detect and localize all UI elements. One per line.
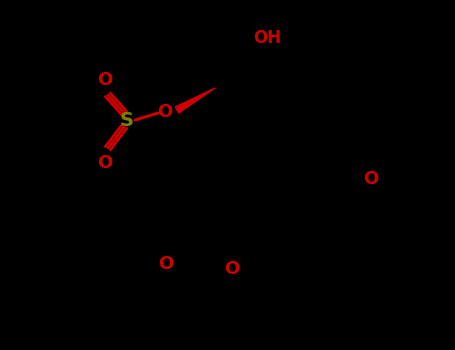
Text: O: O — [157, 103, 172, 121]
Text: O: O — [97, 154, 113, 172]
Polygon shape — [175, 88, 215, 113]
Text: O: O — [224, 260, 240, 278]
Text: O: O — [364, 170, 379, 188]
Text: OH: OH — [253, 29, 281, 47]
Text: S: S — [120, 111, 134, 130]
Text: O: O — [97, 71, 113, 89]
Text: O: O — [158, 255, 174, 273]
